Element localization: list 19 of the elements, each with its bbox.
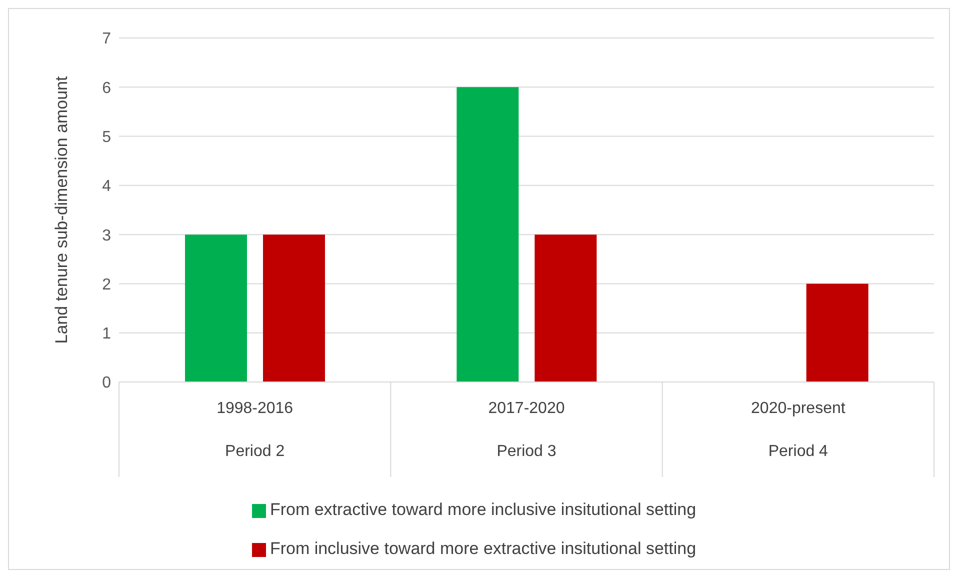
category-label: 2020-present Period 4 — [751, 400, 846, 460]
y-tick-label: 2 — [102, 276, 112, 294]
category-label: 1998-2016 Period 2 — [216, 400, 294, 460]
legend-label: From inclusive toward more extractive insitutional setting — [270, 539, 696, 558]
y-tick-label: 5 — [102, 128, 112, 146]
bar — [263, 234, 325, 382]
y-tick-label: 7 — [102, 30, 112, 48]
y-tick-label: 4 — [102, 178, 112, 196]
y-tick-label: 1 — [102, 326, 112, 343]
y-tick-label: 6 — [102, 80, 112, 97]
bar — [456, 87, 519, 382]
category-label: 2017-2020 Period 3 — [488, 400, 565, 460]
y-axis-title: Land tenure sub-dimension amount — [52, 76, 72, 344]
bar — [534, 234, 597, 382]
bar — [806, 284, 868, 382]
y-tick-label: 0 — [102, 374, 112, 392]
legend-label: From extractive toward more inclusive insitutional setting — [270, 500, 696, 519]
y-tick-label: 3 — [102, 227, 112, 244]
bar — [185, 234, 247, 382]
